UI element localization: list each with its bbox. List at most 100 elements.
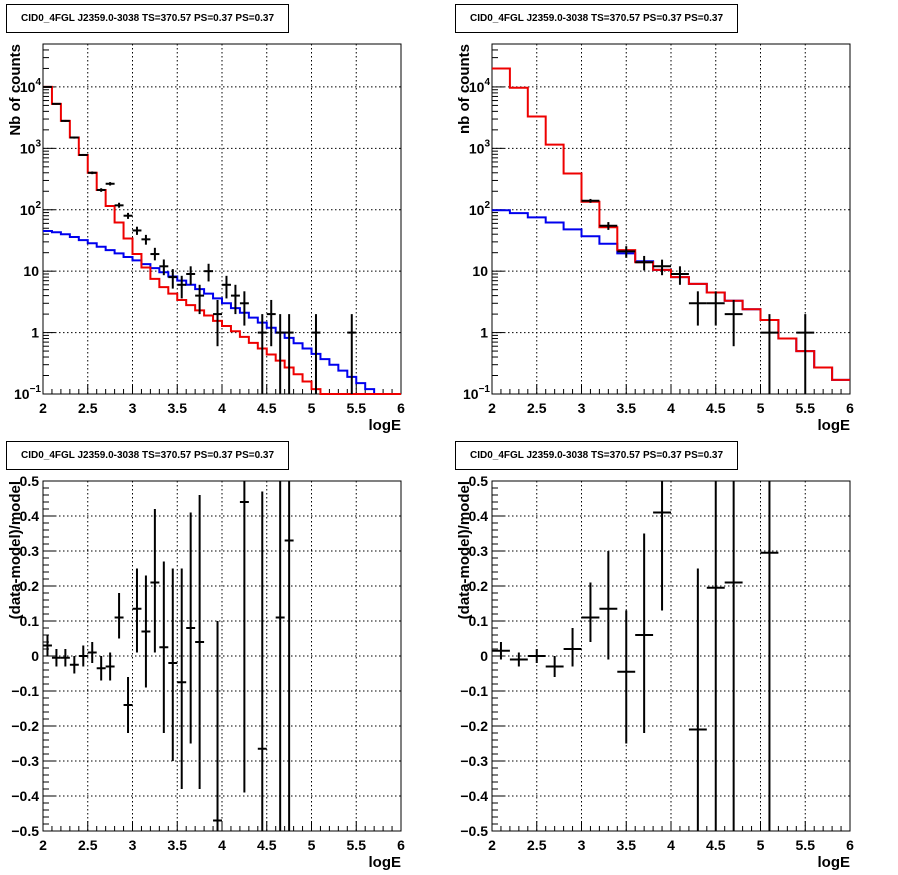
residual-point [275,481,285,831]
residual-point [706,481,725,831]
y-tick-label: −0.5 [11,823,39,839]
y-tick-label: 0.2 [469,578,489,594]
y-tick-label: −0.2 [11,718,39,734]
y-tick-label: −0.3 [460,753,488,769]
x-tick-label: 4 [218,837,226,853]
data-point [105,182,115,186]
y-tick-base: 10 [469,202,485,218]
residual-point [527,649,546,663]
x-tick-label: 4.5 [706,837,726,853]
y-tick-exponent: 2 [35,200,41,211]
data-point [688,291,707,326]
y-tick-label: −0.4 [11,788,39,804]
series-source-model [43,230,401,395]
data-point [239,291,249,326]
y-tick-label: 0.5 [20,473,40,489]
x-tick-label: 4 [667,837,675,853]
x-tick-label: 2.5 [527,837,547,853]
x-tick-label: 6 [846,837,854,853]
chart-title: CID0_4FGL J2359.0-3038 TS=370.57 PS=0.37… [6,441,290,470]
x-tick-label: 4 [667,400,675,416]
data-point [266,299,276,347]
x-tick-label: 3 [129,837,137,853]
residual-point [492,642,510,660]
data-point [51,102,61,105]
x-tick-label: 2.5 [78,400,98,416]
residual-point [509,652,528,667]
x-tick-label: 3 [129,400,137,416]
residual-point [284,481,294,831]
data-point [87,171,97,175]
y-tick-exponent: −1 [30,384,42,395]
y-tick-base: 10 [472,263,488,279]
counts-histogram-coarse: 2 2.5 3 3.5 4 4.5 5 5.5 610−1110102103104logEnb … [456,43,854,434]
data-point [347,314,357,394]
data-point [581,198,600,203]
residual-point [195,495,205,789]
y-axis-label: nb of counts [456,44,473,134]
data-point [653,259,671,276]
x-tick-label: 3.5 [168,837,188,853]
x-tick-label: 6 [397,400,405,416]
y-tick-label: 103 [469,138,491,156]
x-tick-label: 2 [39,837,47,853]
data-point [257,314,267,394]
x-tick-label: 4.5 [257,837,277,853]
residual-point [43,635,52,656]
y-axis-label: (data-model)/model [456,481,473,619]
y-tick-label: 0.5 [469,473,489,489]
residual-point [123,677,133,733]
residual-point [78,645,88,667]
data-point [760,314,779,394]
data-point [123,212,133,219]
y-tick-label: 10 [23,263,39,279]
residual-point [105,652,115,681]
residual-point [617,610,636,744]
x-axis-label: logE [369,854,402,871]
data-point [230,284,240,315]
x-tick-label: 5 [308,400,316,416]
data-point [168,269,178,289]
y-axis-label: Nb of counts [7,44,24,136]
y-tick-label: 0.4 [20,508,40,524]
data-point [60,119,70,122]
x-tick-label: 5.5 [347,400,367,416]
x-tick-label: 2 [488,400,496,416]
y-tick-label: −0.1 [11,683,39,699]
y-tick-label: 10−1 [14,384,41,402]
data-point [114,202,124,208]
y-tick-label: 0.1 [469,613,489,629]
residual-point [186,512,196,744]
data-point [617,246,636,258]
y-tick-exponent: 4 [35,77,41,88]
y-tick-base: 1 [31,325,39,341]
residual-point [159,561,169,733]
x-tick-label: 2 [488,837,496,853]
y-tick-label: −0.3 [11,753,39,769]
y-tick-label: 0 [31,648,39,664]
x-tick-label: 5.5 [796,837,816,853]
x-tick-label: 2 [39,400,47,416]
data-point [222,275,231,299]
x-tick-label: 5.5 [796,400,816,416]
y-tick-base: 10 [14,386,30,402]
y-tick-label: −0.5 [460,823,488,839]
y-tick-label: 0.3 [20,543,40,559]
x-tick-label: 4 [218,400,226,416]
y-tick-exponent: 2 [484,200,490,211]
residual-point [150,509,160,653]
residual-point [599,551,618,660]
series-total-model [43,85,401,395]
y-tick-base: 10 [20,202,36,218]
y-tick-base: 10 [463,386,479,402]
residual-point [96,656,106,681]
y-tick-label: 0 [480,648,488,664]
residual-point [688,568,707,831]
counts-histogram-fine: 2 2.5 3 3.5 4 4.5 5 5.5 610−1110102103104logENb … [7,43,405,434]
bottom-left-panel: 2 2.5 3 3.5 4 4.5 5 5.5 6 −0.5 −0.4 −0.3 −0.2 −0.1 0 0.… [0,437,449,874]
residual-point [563,628,582,667]
y-tick-label: 1 [480,325,488,341]
y-tick-label: 1 [31,325,39,341]
y-tick-exponent: −1 [479,384,491,395]
x-axis-label: logE [818,854,851,871]
